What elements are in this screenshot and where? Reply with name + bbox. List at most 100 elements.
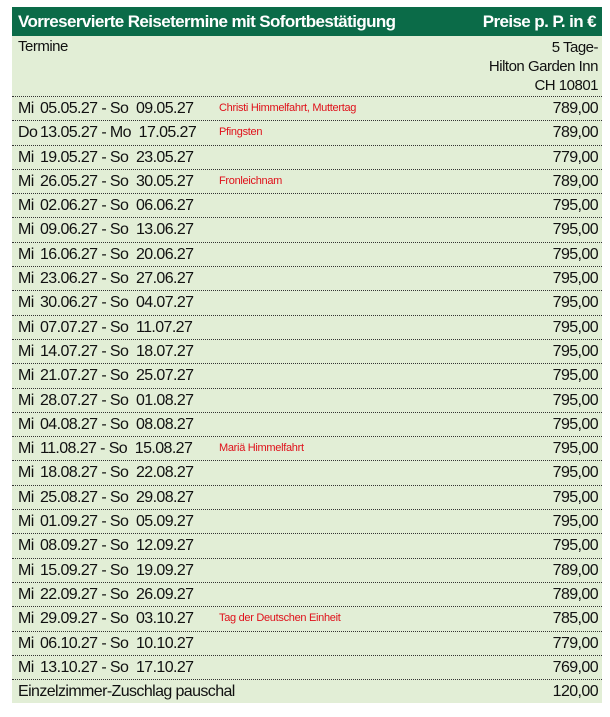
start-weekday: Mi [18,148,34,166]
end-weekday: So [109,148,129,166]
start-weekday: Mi [18,415,34,433]
date-range: 02.06.27 - So 06.06.27 [40,197,194,215]
price: 795,00 [552,342,599,360]
end-date: 29.08.27 [135,488,194,506]
price: 795,00 [552,391,599,409]
start-date: 13.05.27 [40,124,98,142]
start-weekday: Mi [18,172,34,190]
start-weekday: Mi [18,197,34,215]
end-weekday: So [109,294,129,312]
end-date: 01.08.27 [135,391,194,409]
date-range: 13.05.27 - Mo 17.05.27 [40,124,197,142]
price: 795,00 [552,221,599,239]
start-weekday: Mi [18,561,34,579]
table-row: Mi 25.08.27 - So 29.08.27 795,00 [12,486,602,511]
date-range: 01.09.27 - So 05.09.27 [40,513,194,531]
date-range: 18.08.27 - So 22.08.27 [40,464,194,482]
end-date: 27.06.27 [135,270,194,288]
date-range: 25.08.27 - So 29.08.27 [40,488,194,506]
table-row: Mi 21.07.27 - So 25.07.27 795,00 [12,364,602,389]
start-date: 15.09.27 [40,561,98,579]
price: 795,00 [552,537,599,555]
table-row: Mi 19.05.27 - So 23.05.27 779,00 [12,146,602,170]
date-range: 13.10.27 - So 17.10.27 [40,658,194,676]
date-range: 30.06.27 - So 04.07.27 [40,294,194,312]
table-row: Mi 18.08.27 - So 22.08.27 795,00 [12,461,602,486]
table-row: Mi 23.06.27 - So 27.06.27 795,00 [12,267,602,292]
table-row: Mi 11.08.27 - So 15.08.27 Mariä Himmelfa… [12,437,602,462]
end-weekday: So [109,658,129,676]
end-weekday: So [108,440,128,458]
date-range: 16.06.27 - So 20.06.27 [40,245,194,263]
price: 785,00 [552,610,599,628]
start-weekday: Mi [18,537,34,555]
table-row: Mi 06.10.27 - So 10.10.27 779,00 [12,632,602,656]
holiday-note: Fronleichnam [219,174,283,187]
start-date: 21.07.27 [40,367,98,385]
end-date: 30.05.27 [135,172,194,190]
end-date: 08.08.27 [135,415,194,433]
table-row: Mi 05.05.27 - So 09.05.27 Christi Himmel… [12,97,602,122]
table-title: Vorreservierte Reisetermine mit Sofortbe… [18,11,396,31]
holiday-note: Tag der Deutschen Einheit [219,612,341,625]
table-title-bar: Vorreservierte Reisetermine mit Sofortbe… [12,7,602,36]
price-table: Vorreservierte Reisetermine mit Sofortbe… [12,7,602,704]
holiday-note: Christi Himmelfahrt, Muttertag [219,102,357,114]
start-weekday: Mi [18,513,34,531]
price: 789,00 [552,100,599,117]
table-row: Mi 22.09.27 - So 26.09.27 789,00 [12,583,602,608]
date-range: 29.09.27 - So 03.10.27 [40,610,194,628]
date-range: 14.07.27 - So 18.07.27 [40,342,194,360]
start-date: 04.08.27 [40,415,98,433]
price: 789,00 [552,585,599,603]
column-header: Termine 5 Tage- Hilton Garden Inn CH 108… [12,36,602,97]
date-range: 19.05.27 - So 23.05.27 [40,148,194,166]
price: 779,00 [552,148,599,166]
start-weekday: Mi [18,245,34,263]
date-range: 06.10.27 - So 10.10.27 [40,634,194,652]
price: 795,00 [552,415,599,433]
end-weekday: So [109,488,129,506]
holiday-note: Pfingsten [219,126,263,139]
end-weekday: So [109,367,129,385]
date-range: 11.08.27 - So 15.08.27 [40,440,193,458]
end-weekday: So [109,172,129,190]
end-date: 22.08.27 [135,464,194,482]
price: 769,00 [552,658,599,676]
price: 795,00 [552,440,599,458]
start-date: 16.06.27 [40,245,98,263]
table-row: Mi 09.06.27 - So 13.06.27 795,00 [12,218,602,243]
end-date: 10.10.27 [135,634,194,652]
start-weekday: Mi [18,342,34,360]
price: 795,00 [552,318,599,336]
price: 795,00 [552,464,599,482]
start-weekday: Mi [18,464,34,482]
price: 789,00 [552,172,599,190]
start-date: 06.10.27 [40,634,98,652]
date-range: 26.05.27 - So 30.05.27 [40,172,194,190]
end-date: 09.05.27 [135,100,194,117]
end-weekday: So [109,100,129,117]
end-weekday: So [109,464,129,482]
end-date: 26.09.27 [135,585,194,603]
date-range: 05.05.27 - So 09.05.27 [40,100,194,117]
end-weekday: So [109,270,129,288]
end-weekday: So [109,537,129,555]
table-body: Mi 05.05.27 - So 09.05.27 Christi Himmel… [12,97,602,703]
table-row: Mi 30.06.27 - So 04.07.27 795,00 [12,291,602,316]
end-weekday: So [109,221,129,239]
table-row: Mi 15.09.27 - So 19.09.27 789,00 [12,559,602,583]
start-weekday: Do [18,124,38,142]
end-weekday: So [109,245,129,263]
start-weekday: Mi [18,294,34,312]
table-row: Mi 26.05.27 - So 30.05.27 Fronleichnam 7… [12,170,602,195]
start-weekday: Mi [18,367,34,385]
surcharge-row: Einzelzimmer-Zuschlag pauschal 120,00 [12,680,602,703]
end-date: 23.05.27 [135,148,194,166]
start-date: 18.08.27 [40,464,98,482]
end-weekday: Mo [109,124,132,142]
end-date: 03.10.27 [135,610,194,628]
start-date: 11.08.27 [40,440,97,458]
date-range: 08.09.27 - So 12.09.27 [40,537,194,555]
end-date: 15.08.27 [134,440,193,458]
